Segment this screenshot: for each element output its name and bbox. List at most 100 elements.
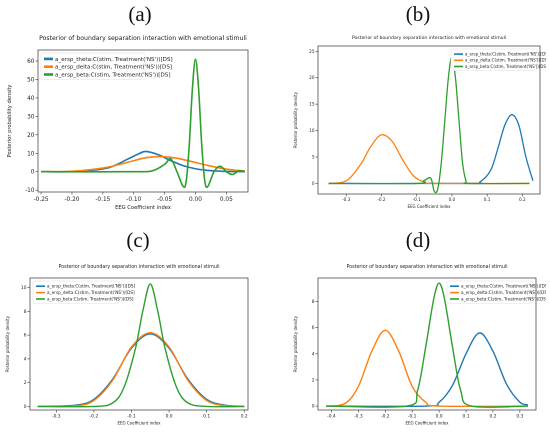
- x-tick-label: 0.2: [241, 413, 248, 419]
- y-tick-label: 60: [27, 59, 35, 65]
- y-tick-label: 2: [24, 380, 27, 386]
- legend-label: a_ersp_theta:C(stim, Treatment('NS'))[DS…: [465, 52, 546, 57]
- y-tick-label: 0: [312, 404, 315, 410]
- y-tick-label: 10: [21, 285, 27, 291]
- y-axis-label: Posterior probability density: [293, 91, 298, 148]
- series-line-delta: [325, 329, 528, 408]
- panel-a-letter: (a): [128, 2, 152, 26]
- series-line-beta: [37, 283, 245, 408]
- legend-label: a_ersp_theta:C(stim, Treatment('NS'))[DS…: [47, 284, 135, 289]
- x-axis-label: EEG Coefficient index: [407, 204, 451, 209]
- x-tick-label: -0.1: [127, 413, 136, 419]
- legend-box: [32, 280, 120, 304]
- y-tick-label: 15: [309, 102, 315, 107]
- y-tick-label: 0: [24, 404, 27, 410]
- y-axis-label: Posterior probability density: [7, 85, 13, 158]
- legend-label: a_ersp_delta:C(stim, Treatment('NS'))[DS…: [465, 58, 546, 63]
- series-line-theta: [37, 333, 245, 408]
- y-tick-label: 6: [312, 325, 315, 331]
- legend-label: a_ersp_beta:C(stim, Treatment('NS'))[DS]: [55, 72, 171, 78]
- panel-d-letter: (d): [405, 228, 431, 252]
- y-tick-label: 50: [27, 78, 35, 84]
- x-tick-label: 0.1: [484, 197, 491, 202]
- x-tick-label: 0.0: [166, 413, 173, 419]
- x-axis-label: EEG Coefficient index: [405, 420, 449, 425]
- y-tick-label: 40: [27, 96, 35, 102]
- y-tick-label: 4: [312, 351, 315, 357]
- y-tick-label: 25: [309, 49, 315, 54]
- legend-box: [446, 280, 534, 304]
- plot-frame: [317, 45, 541, 195]
- series-line-delta: [41, 155, 245, 173]
- y-tick-label: 4: [24, 356, 27, 362]
- legend-box: [40, 52, 146, 80]
- legend-box: [450, 48, 538, 71]
- x-tick-label: 0.00: [189, 197, 202, 203]
- legend-label: a_ersp_theta:C(stim, Treatment('NS'))[DS…: [55, 57, 173, 63]
- x-tick-label: -0.4: [327, 413, 336, 419]
- x-tick-label: -0.10: [126, 197, 141, 203]
- panel-a-chart: Posterior of boundary separation interac…: [7, 35, 249, 211]
- y-tick-label: 20: [27, 133, 35, 139]
- plot-frame: [317, 277, 537, 411]
- x-tick-label: -0.3: [354, 413, 363, 419]
- x-tick-label: 0.05: [220, 197, 233, 203]
- x-tick-label: -0.1: [413, 197, 422, 202]
- legend-label: a_ersp_theta:C(stim, Treatment('NS'))[DS…: [461, 284, 546, 289]
- x-tick-label: -0.3: [342, 197, 351, 202]
- series-line-theta: [328, 114, 534, 185]
- legend-label: a_ersp_beta:C(stim, Treatment('NS'))[DS]: [47, 296, 134, 301]
- chart-title: Posterior of boundary separation interac…: [39, 35, 247, 42]
- panel-d-chart: Posterior of boundary separation interac…: [293, 264, 546, 425]
- y-tick-label: 0: [31, 170, 35, 176]
- series-line-beta: [41, 58, 246, 189]
- legend-label: a_ersp_delta:C(stim, Treatment('NS'))[DS…: [55, 65, 172, 71]
- y-tick-label: 10: [309, 128, 315, 133]
- y-axis-label: Posterior probability density: [293, 315, 298, 372]
- series-line-theta: [326, 332, 529, 408]
- series-line-beta: [326, 282, 528, 408]
- x-tick-label: -0.2: [377, 197, 386, 202]
- x-axis-label: EEG Coefficient index: [117, 420, 161, 425]
- x-tick-label: 0.0: [449, 197, 456, 202]
- x-tick-label: -0.1: [408, 413, 417, 419]
- plot-frame: [29, 277, 249, 411]
- chart-title: Posterior of boundary separation interac…: [58, 264, 219, 270]
- x-tick-label: -0.15: [95, 197, 110, 203]
- panel-b-chart: Posterior of boundary separation interac…: [293, 35, 546, 209]
- panel-c-letter: (c): [126, 228, 150, 252]
- y-tick-label: 2: [312, 377, 315, 383]
- x-tick-label: -0.25: [34, 197, 49, 203]
- y-tick-label: 8: [312, 299, 315, 305]
- y-tick-label: 20: [309, 75, 315, 80]
- panel-c-chart: Posterior of boundary separation interac…: [5, 264, 249, 425]
- x-tick-label: -0.20: [64, 197, 79, 203]
- y-tick-label: -10: [25, 188, 35, 194]
- legend-label: a_ersp_beta:C(stim, Treatment('NS'))[DS]: [461, 296, 546, 301]
- legend-label: a_ersp_beta:C(stim, Treatment('NS'))[DS]: [465, 64, 546, 69]
- plot-frame: [37, 49, 249, 193]
- x-tick-label: -0.2: [381, 413, 390, 419]
- x-tick-label: 0.1: [463, 413, 470, 419]
- y-tick-label: 30: [27, 114, 35, 120]
- y-tick-label: 10: [27, 151, 35, 157]
- legend-label: a_ersp_delta:C(stim, Treatment('NS'))[DS…: [461, 290, 546, 295]
- x-tick-label: -0.05: [157, 197, 172, 203]
- y-tick-label: 0: [312, 181, 315, 186]
- series-line-theta: [41, 150, 245, 173]
- y-tick-label: 6: [24, 333, 27, 339]
- x-tick-label: -0.2: [90, 413, 99, 419]
- legend-label: a_ersp_delta:C(stim, Treatment('NS'))[DS…: [47, 290, 135, 295]
- panel-b-letter: (b): [405, 2, 431, 26]
- series-line-beta: [328, 55, 530, 194]
- y-axis-label: Posterior probability density: [5, 315, 10, 372]
- x-axis-label: EEG Coefficient index: [115, 205, 171, 211]
- x-tick-label: 0.3: [516, 413, 523, 419]
- x-tick-label: -0.3: [52, 413, 61, 419]
- series-line-delta: [37, 331, 245, 408]
- x-tick-label: 0.2: [489, 413, 496, 419]
- y-tick-label: 5: [312, 154, 315, 159]
- chart-title: Posterior of boundary separation interac…: [352, 35, 506, 41]
- x-tick-label: 0.1: [203, 413, 210, 419]
- y-tick-label: 8: [24, 309, 27, 315]
